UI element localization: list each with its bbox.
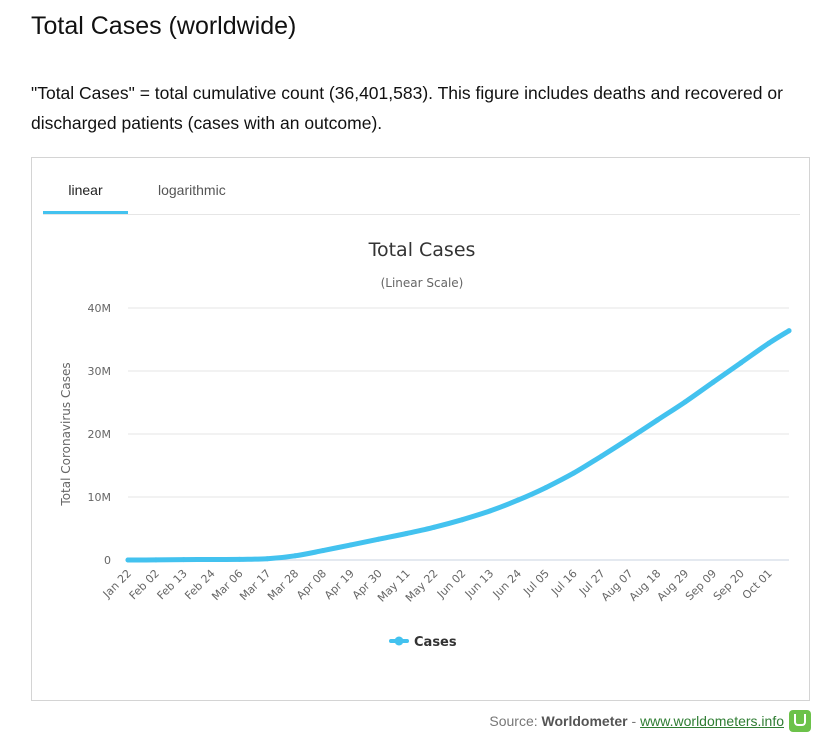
x-tick-label: Jun 02 — [434, 567, 468, 601]
data-point[interactable] — [626, 435, 632, 441]
data-point[interactable] — [459, 517, 465, 523]
scale-tabs: linear logarithmic — [43, 158, 800, 215]
x-tick-label: Apr 19 — [322, 567, 357, 602]
data-point[interactable] — [766, 340, 772, 346]
legend[interactable]: Cases — [389, 635, 457, 650]
data-point[interactable] — [181, 557, 187, 563]
chart-subtitle: (Linear Scale) — [381, 276, 464, 290]
chart-title: Total Cases — [368, 239, 476, 261]
y-tick-label: 30M — [88, 365, 112, 378]
y-tick-label: 0 — [104, 554, 111, 567]
description-text: "Total Cases" = total cumulative count (… — [31, 83, 783, 133]
y-tick-label: 20M — [88, 428, 112, 441]
data-point[interactable] — [209, 557, 215, 562]
data-point[interactable] — [599, 453, 605, 459]
source-credit: Source: Worldometer - www.worldometers.i… — [489, 713, 784, 729]
y-tick-label: 10M — [88, 491, 112, 504]
series-line-cases[interactable] — [125, 328, 792, 563]
tab-linear[interactable]: linear — [43, 182, 128, 214]
x-tick-label: Sep 20 — [711, 567, 747, 603]
data-point[interactable] — [431, 524, 437, 530]
worldometer-logo-icon[interactable] — [789, 710, 811, 732]
line-chart: Total Cases (Linear Scale) Total Coronav… — [59, 239, 792, 650]
x-tick-label: Oct 01 — [740, 567, 775, 602]
data-point[interactable] — [738, 360, 744, 366]
data-point[interactable] — [153, 557, 159, 563]
data-point[interactable] — [236, 556, 242, 562]
data-point[interactable] — [654, 417, 660, 423]
source-prefix: Source: — [489, 713, 542, 729]
data-point[interactable] — [786, 328, 792, 334]
data-point[interactable] — [376, 536, 382, 542]
data-point[interactable] — [264, 556, 270, 562]
x-tick-label: Jul 05 — [520, 567, 552, 599]
data-point[interactable] — [320, 548, 326, 554]
x-tick-label: Feb 02 — [127, 567, 162, 602]
y-tick-label: 40M — [88, 302, 112, 315]
data-point[interactable] — [487, 508, 493, 514]
data-point[interactable] — [543, 485, 549, 491]
data-point[interactable] — [571, 470, 577, 476]
x-tick-label: Jul 16 — [548, 567, 580, 599]
source-name: Worldometer — [541, 713, 628, 729]
data-point[interactable] — [682, 399, 688, 405]
data-point[interactable] — [404, 531, 410, 536]
data-point[interactable] — [710, 379, 716, 385]
source-link[interactable]: www.worldometers.info — [640, 713, 784, 729]
x-tick-label: Jun 13 — [462, 567, 496, 601]
data-point[interactable] — [292, 553, 298, 559]
source-separator: - — [627, 713, 641, 729]
legend-cases-marker-icon — [394, 636, 404, 646]
data-point[interactable] — [515, 497, 521, 503]
y-axis-label: Total Coronavirus Cases — [59, 362, 73, 506]
x-tick-label: Feb 13 — [154, 567, 189, 602]
data-point[interactable] — [125, 557, 131, 563]
legend-cases-label: Cases — [414, 635, 457, 650]
x-tick-label: Apr 08 — [294, 567, 329, 602]
x-tick-label: Mar 28 — [265, 567, 301, 603]
tab-logarithmic[interactable]: logarithmic — [158, 182, 226, 198]
series-layer — [125, 328, 792, 563]
page-title: Total Cases (worldwide) — [31, 12, 297, 40]
logo-glyph — [794, 714, 806, 726]
data-point[interactable] — [348, 542, 354, 548]
x-tick-label: Jun 24 — [490, 567, 524, 601]
y-axis-ticks: 0 10M 20M 30M 40M — [88, 302, 112, 567]
chart-card: linear logarithmic Total Cases (Linear S… — [31, 157, 810, 701]
